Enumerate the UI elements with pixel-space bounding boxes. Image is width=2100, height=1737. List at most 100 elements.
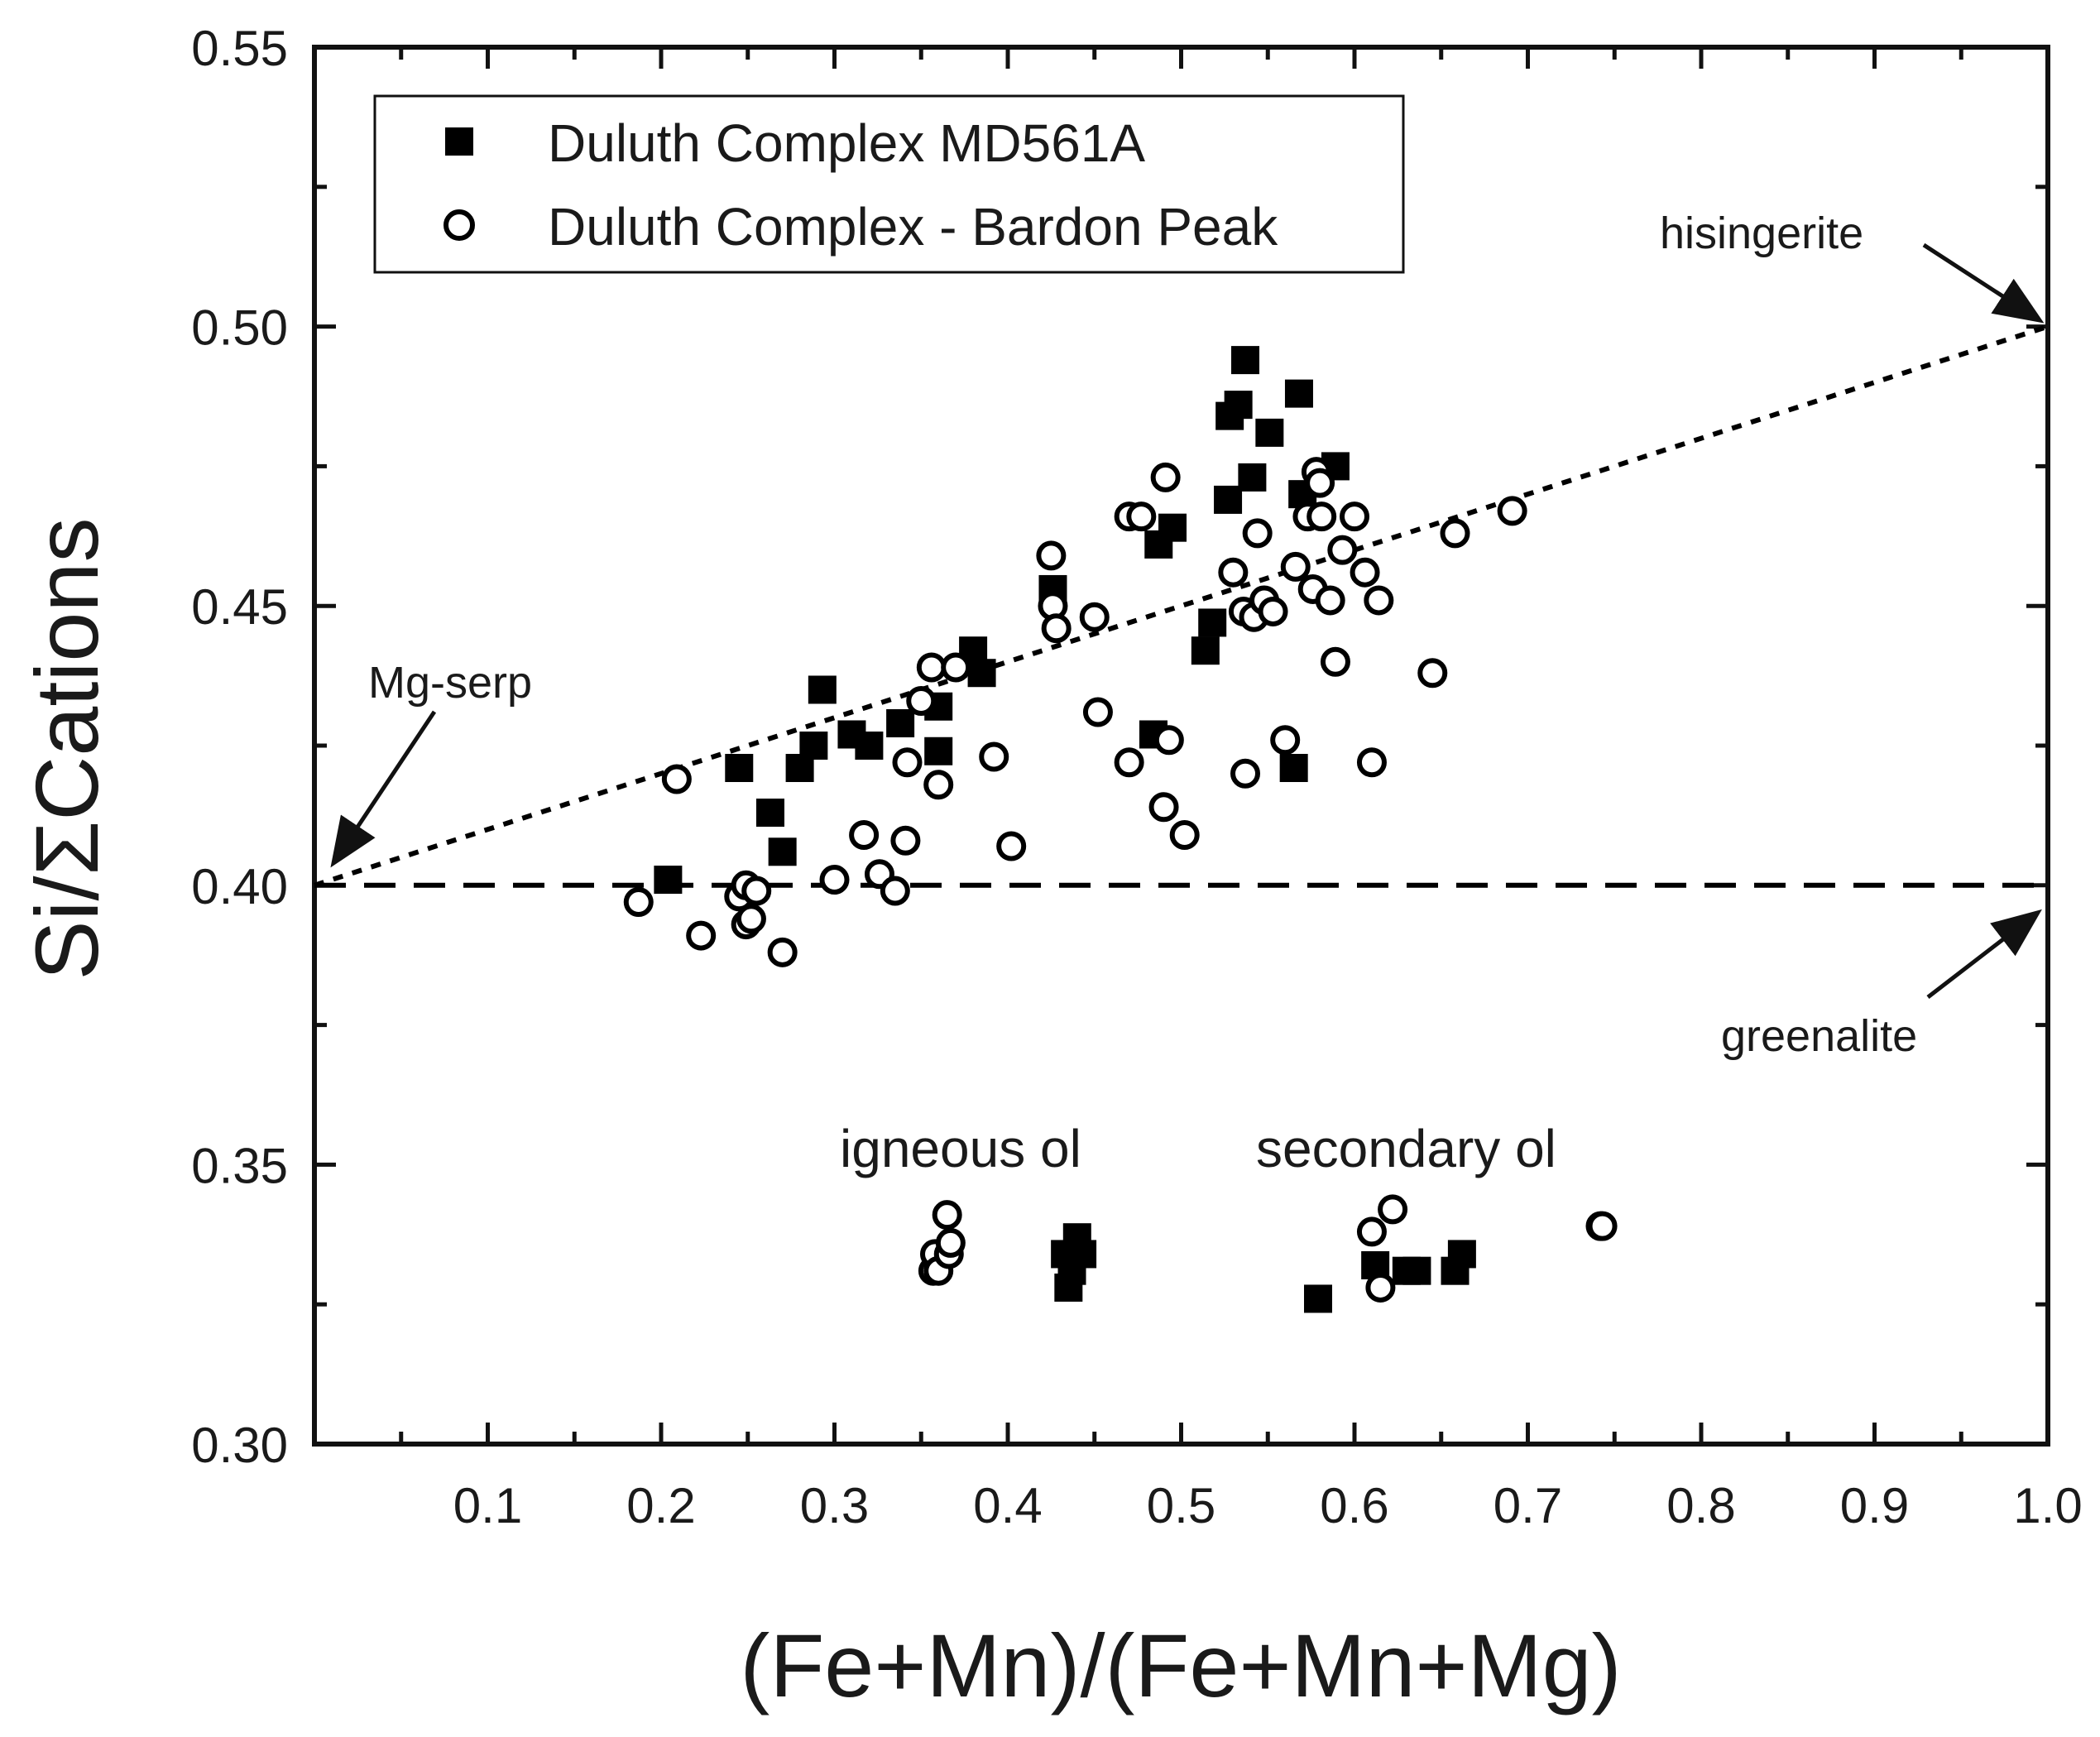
point-bardon-peak [890,825,921,856]
x-tick-label: 1.0 [2013,1478,2082,1533]
x-tick-label: 0.1 [453,1478,522,1533]
point-md561a [1255,418,1284,447]
arrow-mg-serp [330,710,437,868]
point-bardon-peak [1305,468,1335,498]
point-bardon-peak [1440,518,1470,549]
legend-label-bardon-peak: Duluth Complex - Bardon Peak [548,197,1278,257]
annotation-hisingerite: hisingerite [1660,209,1863,258]
point-md561a [1447,1240,1476,1269]
point-bardon-peak [1327,535,1358,565]
x-tick-label: 0.6 [1320,1478,1388,1533]
point-bardon-peak [1497,496,1527,526]
y-tick-label: 0.45 [191,579,288,635]
point-md561a [1304,1284,1333,1313]
point-bardon-peak [661,764,692,794]
x-axis-title: (Fe+Mn)/(Fe+Mn+Mg) [740,1615,1621,1715]
point-bardon-peak [923,770,954,800]
point-bardon-peak [892,747,923,778]
point-md561a [808,675,837,704]
point-bardon-peak [906,685,937,716]
point-md561a [725,754,754,783]
reference-lines [314,324,2049,888]
y-tick-label: 0.50 [191,300,288,356]
point-bardon-peak [880,876,910,906]
point-bardon-peak [1218,557,1249,588]
point-md561a [1224,391,1253,420]
legend-box [373,94,1405,274]
point-md561a [967,659,996,688]
point-bardon-peak [979,741,1009,772]
point-bardon-peak [1417,658,1448,689]
point-bardon-peak [1150,462,1181,492]
x-tick-label: 0.8 [1666,1478,1735,1533]
arrow-greenalite [1926,909,2042,999]
point-bardon-peak [741,876,772,906]
point-bardon-peak [1340,501,1369,532]
point-bardon-peak [1114,747,1144,778]
point-bardon-peak [1307,501,1337,532]
point-md561a [924,737,953,765]
axis-tick-labels: 0.1 0.2 0.3 0.4 0.5 0.6 0.7 0.8 0.9 1.0 0.30 0.35 0.… [191,21,2082,1533]
y-axis-title: Si/ΣCations [17,518,117,981]
annotation-greenalite: greenalite [1721,1011,1917,1061]
legend-marker-bardon-peak [443,209,475,241]
annotation-igneous-ol: igneous ol [840,1119,1081,1178]
point-bardon-peak [935,1227,966,1258]
axis-ticks [312,45,2050,1447]
point-md561a [1158,513,1187,542]
y-tick-label: 0.35 [191,1138,288,1193]
point-bardon-peak [767,937,798,967]
point-bardon-peak [1350,557,1380,588]
point-bardon-peak [1230,758,1261,789]
point-bardon-peak [1364,585,1394,616]
x-tick-label: 0.7 [1493,1478,1562,1533]
point-md561a [886,708,915,737]
point-md561a [1231,346,1260,375]
point-bardon-peak [819,865,850,895]
point-bardon-peak [1036,540,1067,571]
point-bardon-peak [686,920,717,951]
y-tick-label: 0.40 [191,859,288,914]
point-bardon-peak [1153,725,1184,756]
annotation-mg-serp: Mg-serp [368,658,532,708]
x-tick-label: 0.2 [626,1478,695,1533]
point-bardon-peak [1258,596,1288,626]
point-bardon-peak [1315,585,1345,616]
point-bardon-peak [932,1200,962,1231]
point-bardon-peak [1148,792,1179,823]
annotations: hisingerite Mg-serp greenalite igneous o… [330,209,2045,1178]
x-tick-label: 0.5 [1147,1478,1215,1533]
point-bardon-peak [1356,747,1387,778]
point-md561a [1279,754,1308,783]
point-md561a [855,732,884,760]
point-bardon-peak [1169,820,1200,851]
point-md561a [1402,1256,1431,1285]
point-md561a [1191,636,1220,665]
legend-label-md561a: Duluth Complex MD561A [548,113,1145,173]
point-bardon-peak [736,904,766,934]
point-md561a [1214,485,1243,514]
point-bardon-peak [916,652,947,683]
arrow-hisingerite [1922,242,2045,324]
point-bardon-peak [1242,518,1273,549]
point-md561a [799,732,828,760]
point-md561a [1198,608,1227,637]
point-bardon-peak [1587,1211,1618,1241]
point-md561a [768,837,797,866]
point-bardon-peak [1126,501,1157,532]
point-md561a [755,799,784,828]
point-bardon-peak [1378,1194,1408,1225]
point-bardon-peak [1280,551,1311,582]
point-bardon-peak [1356,1216,1387,1247]
point-bardon-peak [1082,697,1113,727]
point-bardon-peak [941,652,971,683]
point-bardon-peak [623,887,654,918]
serpentine-trend-line [314,324,2049,888]
point-md561a [1238,463,1267,492]
x-tick-label: 0.4 [973,1478,1042,1533]
point-bardon-peak [1041,613,1072,644]
point-md561a [1054,1273,1083,1302]
point-md561a [1284,379,1313,408]
y-tick-label: 0.30 [191,1418,288,1473]
